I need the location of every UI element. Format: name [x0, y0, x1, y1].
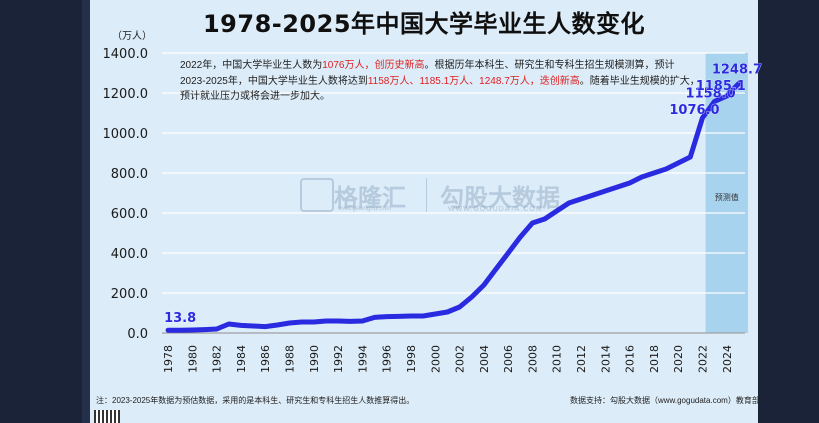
watermark-brand-1: 格隆汇 — [334, 184, 406, 212]
series-line — [165, 80, 742, 333]
y-tick-label: 1200.0 — [103, 87, 149, 102]
x-tick-label: 2010 — [551, 345, 564, 373]
x-tick-label: 2002 — [454, 345, 467, 373]
x-tick-label: 1982 — [211, 345, 224, 373]
watermark-brand-2-sub: WWW.GOGUDATA.COM — [448, 206, 543, 213]
y-tick-label: 200.0 — [111, 287, 148, 302]
chart-title: 1978-2025年中国大学毕业生人数变化 — [202, 10, 646, 38]
x-tick-label: 2024 — [721, 345, 734, 373]
annotation-note: 2022年，中国大学毕业生人数为1076万人，创历史新高。根据历年本科生、研究生… — [180, 58, 700, 105]
x-tick-label: 2018 — [648, 345, 661, 373]
x-tick-label: 2000 — [429, 345, 442, 373]
x-tick-label: 1996 — [381, 345, 394, 373]
x-tick-label: 2014 — [599, 345, 612, 373]
y-tick-label: 1000.0 — [103, 127, 149, 142]
qr-code-icon — [94, 410, 120, 423]
watermark-brand-2: 勾股大数据 — [440, 184, 560, 212]
x-tick-label: 2006 — [502, 345, 515, 373]
data-label: 1185.1 — [696, 79, 746, 94]
data-label: 1158.0 — [686, 86, 736, 101]
watermark-brand-1-sub: www.gelonghui.com — [338, 206, 392, 212]
watermark-logo-icon — [300, 178, 334, 212]
forecast-label: 预测值 — [715, 192, 739, 202]
x-tick-label: 2004 — [478, 345, 491, 373]
footnote: 注：2023-2025年数据为预估数据，采用的是本科生、研究生和专科生招生人数推… — [96, 396, 415, 405]
x-tick-label: 1984 — [235, 345, 248, 373]
x-tick-label: 1994 — [356, 345, 369, 373]
data-label: 1248.7 — [712, 62, 762, 77]
data-label: 13.8 — [164, 311, 196, 326]
x-tick-label: 1986 — [259, 345, 272, 373]
note-highlight-1: 1076万人，创历史新高 — [322, 60, 425, 71]
data-label: 1076.0 — [669, 103, 719, 118]
y-tick-label: 400.0 — [111, 247, 148, 262]
note-highlight-2: 1158万人、1185.1万人、1248.7万人，迭创新高 — [367, 75, 580, 87]
x-tick-label: 1998 — [405, 345, 418, 373]
x-tick-label: 1992 — [332, 345, 345, 373]
x-tick-label: 1990 — [308, 345, 321, 373]
y-tick-label: 1400.0 — [103, 47, 149, 62]
forecast-band — [705, 53, 748, 333]
x-tick-label: 2012 — [575, 345, 588, 373]
x-tick-label: 2008 — [526, 345, 539, 373]
x-tick-label: 2016 — [624, 345, 637, 373]
y-unit-label: （万人） — [112, 31, 152, 42]
x-tick-label: 2020 — [672, 345, 685, 373]
y-tick-label: 0.0 — [127, 327, 148, 342]
y-tick-label: 600.0 — [111, 207, 148, 222]
watermark-separator — [426, 178, 427, 212]
x-tick-label: 2022 — [696, 345, 709, 373]
note-part-2: 。根据历年本科生、研究生和专科生招生规模测算，预计2023-2025年，中国大学… — [180, 60, 675, 87]
note-part-3: 。随着毕业生规模的扩大，预计就业压力或将会进一步加大。 — [180, 75, 700, 103]
y-tick-label: 800.0 — [111, 167, 148, 182]
data-source: 数据支持：勾股大数据（www.gogudata.com）教育部 — [570, 396, 760, 405]
chart-card — [90, 0, 758, 423]
x-tick-label: 1988 — [284, 345, 297, 373]
x-tick-label: 1980 — [186, 345, 199, 373]
note-part-1: 2022年，中国大学毕业生人数为 — [180, 60, 323, 71]
x-tick-label: 1978 — [162, 345, 175, 373]
